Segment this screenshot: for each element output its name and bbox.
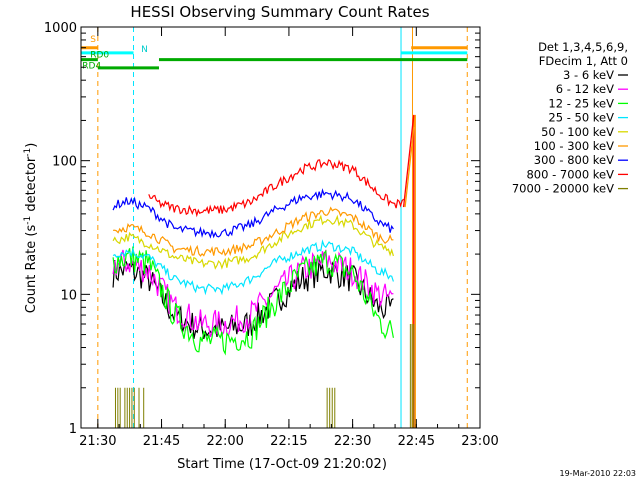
chart-title: HESSI Observing Summary Count Rates [130,3,429,21]
legend: Det 1,3,4,5,6,9,FDecim 1, Att 03 - 6 keV… [512,40,628,196]
flag-label-1: N [141,45,148,55]
plot-frame [80,26,481,429]
x-tick-label-3: 22:15 [270,434,307,449]
series-line-5 [113,206,394,257]
legend-entry-8: 7000 - 20000 keV [512,182,614,196]
flag-label-2: RD0 [90,51,109,61]
y-tick-label-0: 1 [69,422,77,437]
series-line-6 [112,188,394,239]
legend-entry-0: 3 - 6 keV [563,68,614,82]
legend-header-0: Det 1,3,4,5,6,9, [538,40,628,54]
flag-label-3: RD4 [82,61,101,71]
flare-spike-0 [402,114,415,428]
x-tick-label-5: 22:45 [398,434,435,449]
y-tick-label-2: 100 [52,155,77,170]
legend-entry-1: 6 - 12 keV [556,82,614,96]
legend-header-1: FDecim 1, Att 0 [539,54,628,68]
axes: 21:30 21:45 22:00 22:15 22:30 22:45 23:00 1 10 10… [44,21,499,449]
legend-entry-5: 100 - 300 keV [534,139,614,153]
y-axis-label: Count Rate (s-1 detector-1) [23,143,39,314]
series-line-4 [112,214,394,270]
y-tick-label-1: 10 [60,288,77,303]
x-tick-label-0: 21:30 [79,434,116,449]
flag-label-0: S [90,35,96,45]
series-line-7 [148,159,405,218]
legend-entry-2: 12 - 25 keV [548,96,614,110]
legend-entry-7: 800 - 7000 keV [526,167,614,181]
x-tick-label-2: 22:00 [206,434,243,449]
y-tick-label-3: 1000 [44,21,77,36]
legend-entry-3: 25 - 50 keV [548,111,614,125]
x-axis-label: Start Time (17-Oct-09 21:20:02) [177,457,387,472]
flare-spike-1 [404,114,416,428]
legend-entry-6: 300 - 800 keV [534,153,614,167]
series-line-3 [112,239,394,296]
footer-timestamp: 19-Mar-2010 22:03 [560,469,637,478]
legend-entry-4: 50 - 100 keV [541,125,614,139]
x-tick-label-4: 22:30 [334,434,371,449]
x-tick-label-1: 21:45 [143,434,180,449]
x-tick-label-6: 23:00 [461,434,498,449]
series-line-2 [112,246,394,356]
